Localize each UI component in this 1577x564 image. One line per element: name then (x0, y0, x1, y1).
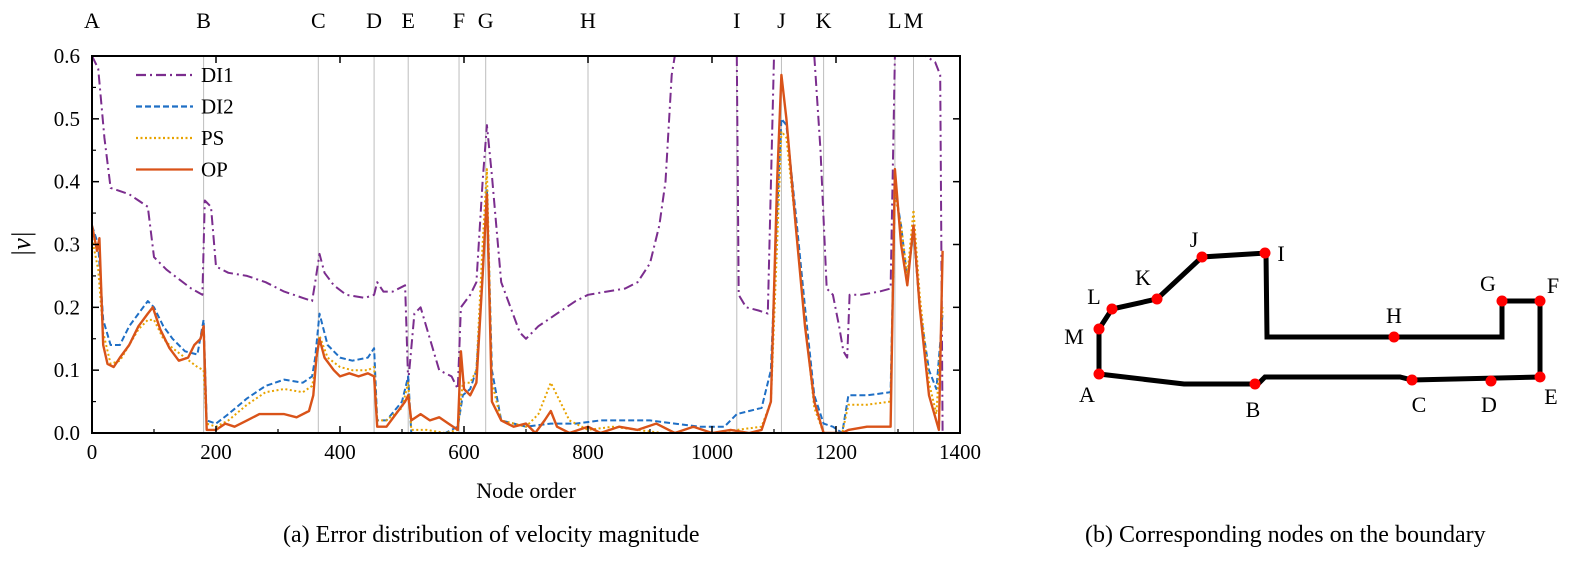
boundary-node-label-H: H (1386, 303, 1402, 328)
x-tick-label: 600 (448, 440, 480, 464)
boundary-node-label-M: M (1064, 324, 1084, 349)
legend-label-ps: PS (201, 126, 224, 150)
boundary-node-F (1534, 295, 1546, 307)
marker-label-J: J (777, 8, 786, 33)
marker-label-M: M (904, 8, 924, 33)
boundary-node-G (1496, 295, 1508, 307)
marker-label-A: A (84, 8, 100, 33)
boundary-node-E (1534, 371, 1546, 383)
series-di1-line-1 (735, 56, 775, 315)
legend-label-op: OP (201, 158, 228, 182)
marker-label-L: L (888, 8, 901, 33)
y-tick-label: 0.4 (54, 170, 81, 194)
marker-label-D: D (366, 8, 382, 33)
boundary-node-label-G: G (1480, 271, 1496, 296)
x-tick-label: 1000 (691, 440, 733, 464)
boundary-node-label-K: K (1135, 265, 1151, 290)
boundary-node-label-L: L (1087, 284, 1100, 309)
caption-a: (a) Error distribution of velocity magni… (283, 522, 700, 548)
marker-label-G: G (478, 8, 494, 33)
y-tick-label: 0.5 (54, 107, 80, 131)
y-axis-label: |v| (7, 231, 36, 257)
boundary-node-I (1259, 247, 1271, 259)
x-tick-label: 800 (572, 440, 604, 464)
boundary-node-label-E: E (1544, 384, 1557, 409)
marker-label-C: C (311, 8, 326, 33)
y-tick-label: 0.1 (54, 358, 80, 382)
boundary-node-A (1093, 368, 1105, 380)
boundary-node-M (1093, 323, 1105, 335)
legend: DI1 DI2 PS OP (136, 63, 234, 182)
boundary-node-label-C: C (1412, 392, 1427, 417)
boundary-node-label-I: I (1277, 241, 1284, 266)
boundary-node-K (1151, 293, 1163, 305)
y-tick-label: 0.0 (54, 421, 80, 445)
x-tick-label: 1200 (815, 440, 857, 464)
series-di1-line-3 (916, 56, 944, 433)
boundary-node-D (1485, 375, 1497, 387)
marker-label-K: K (816, 8, 832, 33)
series-di1-line-2 (813, 56, 896, 359)
y-tick-label: 0.6 (54, 44, 80, 68)
marker-label-F: F (453, 8, 465, 33)
y-tick-label: 0.2 (54, 295, 80, 319)
boundary-diagram: A B C D E F G H I J K LM (1064, 227, 1559, 422)
legend-label-di1: DI1 (201, 63, 234, 87)
series-op-line-6 (92, 73, 944, 433)
boundary-node-L (1106, 303, 1118, 315)
boundary-node-B (1249, 378, 1261, 390)
boundary-node-J (1196, 251, 1208, 263)
x-tick-label: 0 (87, 440, 98, 464)
caption-b: (b) Corresponding nodes on the boundary (1085, 522, 1486, 548)
marker-label-E: E (401, 8, 414, 33)
boundary-outline (1096, 250, 1543, 387)
boundary-node-label-A: A (1079, 382, 1095, 407)
x-tick-label: 1400 (939, 440, 981, 464)
boundary-node-label-B: B (1246, 397, 1261, 422)
boundary-node-label-F: F (1547, 273, 1559, 298)
x-tick-label: 200 (200, 440, 232, 464)
series-di1-line-0 (92, 56, 676, 390)
marker-label-H: H (580, 8, 596, 33)
x-tick-label: 400 (324, 440, 356, 464)
legend-label-di2: DI2 (201, 95, 234, 119)
x-axis-label: Node order (476, 478, 576, 503)
boundary-node-C (1406, 374, 1418, 386)
y-tick-label: 0.3 (54, 233, 80, 257)
marker-label-B: B (196, 8, 211, 33)
boundary-node-H (1388, 331, 1400, 343)
boundary-node-label-D: D (1481, 392, 1497, 417)
marker-label-I: I (733, 8, 740, 33)
boundary-node-label-J: J (1190, 227, 1199, 252)
